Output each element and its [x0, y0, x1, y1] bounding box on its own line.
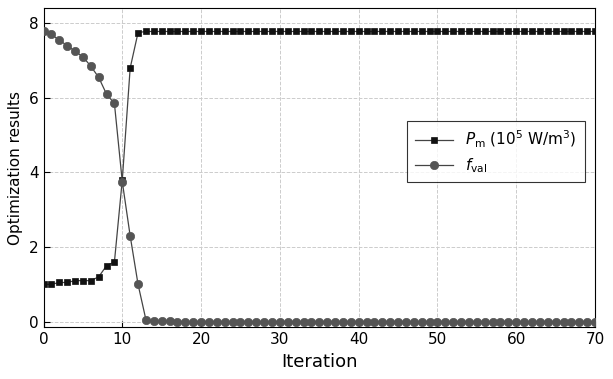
$f_\mathrm{val}$ — [592, 319, 599, 324]
$f_\mathrm{val}$ — [379, 319, 386, 324]
$P_\mathrm{m}$ (10$^5$ W/m$^3$) — [568, 29, 575, 34]
$f_\mathrm{val}$ — [316, 319, 323, 324]
$f_\mathrm{val}$ — [465, 319, 473, 324]
$P_\mathrm{m}$ (10$^5$ W/m$^3$) — [379, 29, 386, 34]
$f_\mathrm{val}$ — [181, 319, 189, 324]
$f_\mathrm{val}$ — [205, 319, 213, 324]
$P_\mathrm{m}$ (10$^5$ W/m$^3$) — [40, 282, 47, 287]
$f_\mathrm{val}$ — [568, 319, 575, 324]
Y-axis label: Optimization results: Optimization results — [9, 91, 23, 245]
Line: $f_\mathrm{val}$: $f_\mathrm{val}$ — [39, 27, 600, 326]
$P_\mathrm{m}$ (10$^5$ W/m$^3$) — [56, 280, 63, 285]
$f_\mathrm{val}$ — [40, 29, 47, 34]
$P_\mathrm{m}$ (10$^5$ W/m$^3$) — [316, 29, 323, 34]
$P_\mathrm{m}$ (10$^5$ W/m$^3$) — [142, 29, 150, 34]
Legend: $P_\mathrm{m}$ (10$^5$ W/m$^3$), $f_\mathrm{val}$: $P_\mathrm{m}$ (10$^5$ W/m$^3$), $f_\mat… — [408, 121, 585, 182]
$P_\mathrm{m}$ (10$^5$ W/m$^3$) — [205, 29, 213, 34]
$f_\mathrm{val}$ — [56, 38, 63, 42]
$P_\mathrm{m}$ (10$^5$ W/m$^3$) — [592, 29, 599, 34]
Line: $P_\mathrm{m}$ (10$^5$ W/m$^3$): $P_\mathrm{m}$ (10$^5$ W/m$^3$) — [40, 28, 598, 288]
X-axis label: Iteration: Iteration — [281, 353, 357, 371]
$P_\mathrm{m}$ (10$^5$ W/m$^3$) — [465, 29, 473, 34]
